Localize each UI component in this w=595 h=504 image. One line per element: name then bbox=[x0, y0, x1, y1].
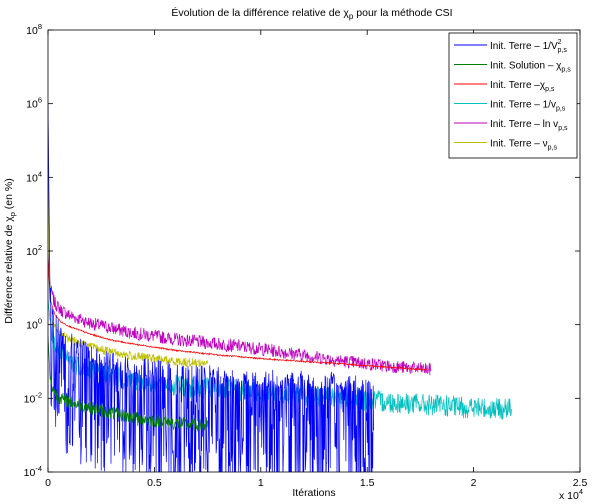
x-axis-multiplier: x 104 bbox=[559, 487, 583, 502]
x-tick-label: 1 bbox=[258, 477, 264, 489]
y-tick-label: 100 bbox=[26, 317, 42, 332]
chart-title: Évolution de la différence relative de χ… bbox=[171, 6, 452, 21]
series-line bbox=[48, 298, 513, 420]
x-tick-label: 2 bbox=[471, 477, 477, 489]
tick-layer: 0 0.5 1 1.5 2 2.5 10-4 10-2 100 102 104 106 108 bbox=[24, 22, 588, 489]
legend-entry: Init. Solution – χp,s bbox=[490, 61, 571, 74]
y-tick-label: 10-2 bbox=[24, 390, 42, 405]
legend-box bbox=[448, 32, 578, 159]
y-tick-label: 106 bbox=[26, 96, 42, 111]
y-tick-label: 102 bbox=[26, 243, 42, 258]
y-tick-label: 10-4 bbox=[24, 464, 42, 479]
series-line bbox=[48, 259, 428, 371]
y-tick-label: 108 bbox=[26, 22, 42, 37]
y-tick-label: 104 bbox=[26, 169, 42, 184]
x-tick-label: 1.5 bbox=[360, 477, 375, 489]
y-axis-label: Différence relative de χp (en %) bbox=[3, 178, 17, 323]
x-tick-label: 2.5 bbox=[573, 477, 588, 489]
x-tick-label: 0 bbox=[45, 477, 51, 489]
legend-entry: Init. Terre –χp,s bbox=[490, 80, 555, 93]
series-layer bbox=[48, 103, 513, 472]
x-axis-label: Itérations bbox=[292, 487, 335, 499]
series-line bbox=[48, 335, 208, 432]
legend-entry: Init. Terre – 1/V2 p,s bbox=[490, 39, 567, 54]
legend-entry: Init. Terre – νp,s bbox=[490, 139, 557, 152]
series-line bbox=[48, 103, 208, 368]
x-tick-label: 0.5 bbox=[147, 477, 162, 489]
legend-entry: Init. Terre – ln vp,s bbox=[490, 119, 568, 132]
legend-entry: Init. Terre – 1/vp,s bbox=[490, 100, 566, 113]
legend: Init. Terre – 1/V2 p,s Init. Solution – χp… bbox=[448, 32, 578, 159]
series-line bbox=[48, 103, 374, 472]
series-line bbox=[48, 254, 432, 376]
